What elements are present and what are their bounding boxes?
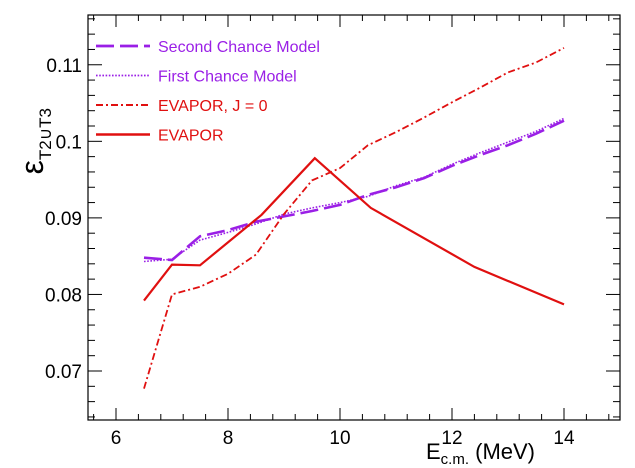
- legend-label-0: Second Chance Model: [158, 39, 320, 56]
- x-axis-title: Ec.m. (MeV): [426, 439, 535, 468]
- y-tick-label: 0.08: [45, 285, 82, 306]
- tick-labels: 6 8 10 12 14 0.07 0.08 0.09 0.1 0.11: [45, 56, 575, 449]
- y-axis-title-sub: T2∪T3: [36, 108, 55, 160]
- x-tick-label: 8: [223, 428, 234, 449]
- svg-text:εT2∪T3: εT2∪T3: [14, 108, 55, 174]
- y-tick-label: 0.09: [45, 209, 82, 230]
- y-tick-label: 0.1: [56, 132, 82, 153]
- x-tick-label: 12: [441, 428, 462, 449]
- x-axis-title-unit: (MeV): [469, 439, 535, 464]
- x-tick-label: 14: [553, 428, 575, 449]
- axis-ticks: [88, 15, 620, 420]
- x-tick-label: 10: [329, 428, 350, 449]
- y-axis-title: εT2∪T3: [14, 108, 55, 174]
- x-axis-title-sub: c.m.: [441, 451, 469, 468]
- series-line-2: [143, 47, 565, 389]
- legend: Second Chance Model First Chance Model EVA…: [96, 39, 320, 145]
- legend-label-2: EVAPOR, J = 0: [158, 98, 268, 115]
- y-tick-label: 0.11: [46, 56, 82, 77]
- y-axis-title-main: ε: [14, 160, 50, 174]
- x-axis-title-main: E: [426, 439, 441, 464]
- y-tick-label: 0.07: [45, 362, 82, 383]
- series-line-3: [143, 156, 565, 306]
- legend-label-3: EVAPOR: [158, 128, 224, 145]
- x-tick-label: 6: [111, 428, 122, 449]
- series-line-1: [143, 117, 565, 263]
- legend-label-1: First Chance Model: [158, 69, 297, 86]
- series-layer: [143, 47, 565, 389]
